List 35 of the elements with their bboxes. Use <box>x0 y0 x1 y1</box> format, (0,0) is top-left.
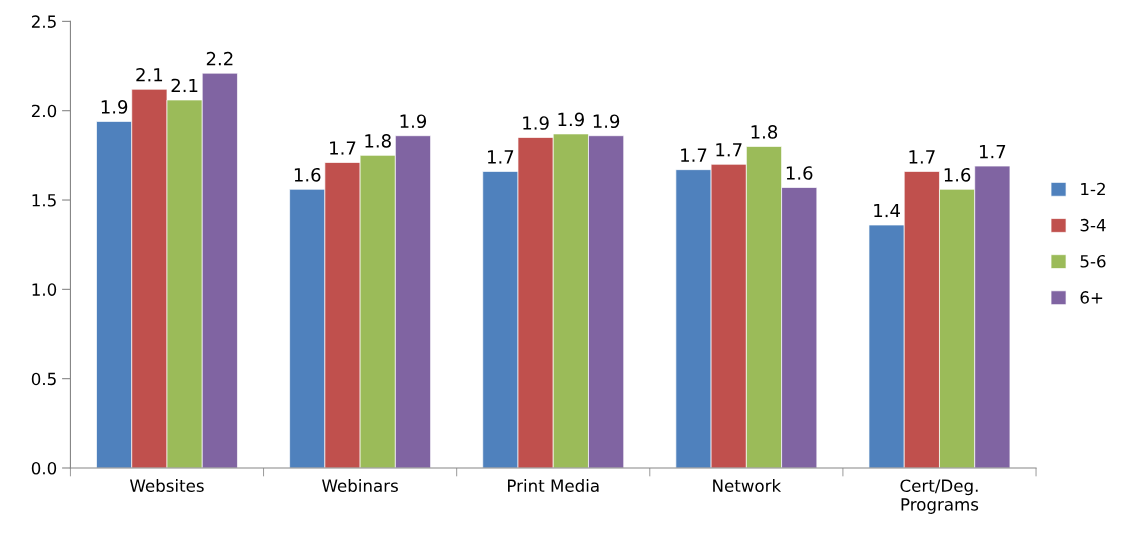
legend-label: 6+ <box>1080 291 1103 304</box>
data-label: 1.7 <box>330 141 356 155</box>
y-tick-label: 1.0 <box>32 283 57 296</box>
x-tick-label: Print Media <box>508 479 599 492</box>
y-tick-label: 0.5 <box>31 372 56 386</box>
legend-label: 3-4 <box>1080 218 1106 232</box>
data-label: 1.9 <box>593 114 620 129</box>
data-label: 2.1 <box>136 67 163 82</box>
x-tick-label: Webinars <box>322 479 398 492</box>
legend-label: 1-2 <box>1081 182 1105 196</box>
data-label: 2.2 <box>206 51 233 66</box>
data-label: 1.7 <box>487 150 514 164</box>
y-tick-label: 2.0 <box>31 104 57 118</box>
x-tick-label: Cert/Deg. Programs <box>900 479 979 514</box>
y-tick-label: 0.0 <box>31 461 57 475</box>
data-label: 1.7 <box>681 148 707 162</box>
data-label: 1.7 <box>716 143 742 157</box>
data-label: 1.4 <box>874 203 900 218</box>
data-label: 1.8 <box>751 125 778 139</box>
x-tick-label: Network <box>713 479 782 492</box>
data-label: 1.9 <box>101 100 128 114</box>
y-tick-label: 2.5 <box>31 15 56 28</box>
legend-label: 5-6 <box>1080 254 1106 268</box>
data-label: 1.7 <box>979 144 1006 159</box>
data-label: 1.7 <box>909 150 935 164</box>
data-label: 1.8 <box>365 134 391 148</box>
data-label: 1.9 <box>558 112 584 127</box>
data-label: 1.6 <box>786 166 813 180</box>
y-tick-label: 1.5 <box>32 194 56 207</box>
data-label: 1.9 <box>523 116 549 130</box>
data-label: 2.1 <box>171 78 198 93</box>
data-label: 1.6 <box>294 167 321 182</box>
data-label: 1.6 <box>944 167 971 182</box>
x-tick-label: Websites <box>129 479 204 492</box>
data-label: 1.9 <box>400 114 427 129</box>
